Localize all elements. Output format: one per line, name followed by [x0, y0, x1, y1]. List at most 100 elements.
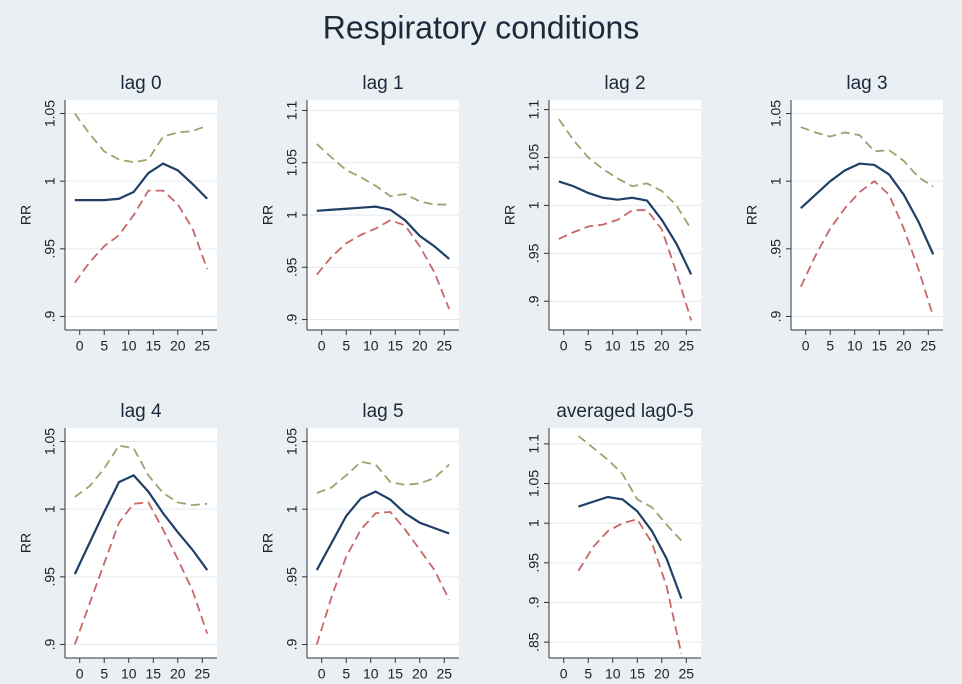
- y-tick-label: .9: [42, 638, 58, 650]
- x-tick-label: 20: [654, 666, 670, 682]
- y-tick-label: 1.1: [526, 100, 542, 120]
- series-line: [577, 435, 683, 542]
- plot-area: [307, 428, 459, 658]
- x-tick-label: 0: [318, 338, 326, 354]
- series-line: [315, 510, 450, 645]
- x-tick-label: 25: [195, 666, 211, 682]
- y-tick-label: 1: [284, 211, 300, 219]
- y-tick-label: 1.1: [526, 434, 542, 454]
- y-tick-label: .95: [526, 243, 542, 263]
- plot-area: [791, 100, 943, 330]
- x-tick-label: 10: [363, 338, 379, 354]
- y-axis-label: RR: [260, 205, 276, 225]
- figure-title: Respiratory conditions: [323, 9, 640, 45]
- x-tick-label: 5: [826, 338, 834, 354]
- x-tick-label: 0: [318, 666, 326, 682]
- series-line: [558, 118, 692, 230]
- y-tick-label: .95: [526, 553, 542, 573]
- x-tick-label: 15: [387, 338, 403, 354]
- x-tick-label: 10: [121, 338, 137, 354]
- x-tick-label: 0: [560, 666, 568, 682]
- y-tick-label: .95: [284, 567, 300, 587]
- y-tick-label: .85: [526, 632, 542, 652]
- series-line: [74, 113, 208, 164]
- y-axis-label: RR: [18, 533, 34, 553]
- y-axis-label: RR: [744, 205, 760, 225]
- panel-title: lag 2: [604, 73, 645, 94]
- y-tick-label: .95: [42, 239, 58, 259]
- series-line: [74, 162, 208, 202]
- x-tick-label: 5: [584, 338, 592, 354]
- x-tick-label: 10: [605, 666, 621, 682]
- y-tick-label: 1: [768, 177, 784, 185]
- panel-title: averaged lag0-5: [556, 401, 693, 422]
- y-tick-label: .9: [526, 596, 542, 608]
- x-tick-label: 5: [100, 666, 108, 682]
- x-tick-label: 20: [654, 338, 670, 354]
- panel-title: lag 1: [362, 73, 403, 94]
- x-tick-label: 10: [363, 666, 379, 682]
- y-tick-label: .95: [284, 257, 300, 277]
- x-tick-label: 5: [100, 338, 108, 354]
- series-line: [578, 495, 683, 599]
- y-tick-label: .9: [42, 310, 58, 322]
- series-line: [800, 162, 935, 255]
- series-line: [558, 180, 693, 275]
- x-tick-label: 20: [412, 666, 428, 682]
- y-tick-label: 1.05: [42, 428, 58, 455]
- series-line: [558, 209, 693, 321]
- x-tick-label: 0: [76, 666, 84, 682]
- x-tick-label: 15: [145, 666, 161, 682]
- x-tick-label: 15: [145, 338, 161, 354]
- x-tick-label: 20: [412, 338, 428, 354]
- y-tick-label: .9: [284, 313, 300, 325]
- x-tick-label: 10: [605, 338, 621, 354]
- y-tick-label: .95: [42, 567, 58, 587]
- x-tick-label: 20: [170, 338, 186, 354]
- y-tick-label: 1: [42, 505, 58, 513]
- series-line: [74, 189, 209, 284]
- series-line: [316, 219, 451, 310]
- y-tick-label: 1.05: [526, 144, 542, 171]
- x-tick-label: 25: [679, 666, 695, 682]
- x-tick-label: 0: [76, 338, 84, 354]
- y-tick-label: 1.05: [42, 100, 58, 127]
- series-line: [800, 126, 934, 188]
- y-tick-label: .9: [526, 295, 542, 307]
- y-tick-label: 1: [526, 201, 542, 209]
- y-tick-label: 1.05: [526, 470, 542, 497]
- y-tick-label: 1.05: [768, 100, 784, 127]
- x-tick-label: 25: [437, 338, 453, 354]
- panel-title: lag 3: [846, 73, 887, 94]
- series-line: [73, 501, 209, 645]
- x-tick-label: 10: [847, 338, 863, 354]
- y-axis-label: RR: [260, 533, 276, 553]
- series-line: [316, 460, 450, 494]
- x-tick-label: 15: [629, 666, 645, 682]
- series-line: [315, 490, 450, 571]
- x-tick-label: 25: [195, 338, 211, 354]
- series-line: [73, 474, 209, 575]
- y-axis-label: RR: [502, 205, 518, 225]
- x-tick-label: 5: [342, 666, 350, 682]
- x-tick-label: 20: [896, 338, 912, 354]
- y-tick-label: 1: [42, 177, 58, 185]
- x-tick-label: 5: [342, 338, 350, 354]
- x-tick-label: 20: [170, 666, 186, 682]
- series-line: [799, 180, 935, 317]
- y-tick-label: 1.05: [284, 149, 300, 176]
- y-tick-label: 1.1: [284, 101, 300, 121]
- series-line: [316, 143, 450, 206]
- x-tick-label: 15: [629, 338, 645, 354]
- panel-title: lag 4: [120, 401, 162, 422]
- x-tick-label: 0: [560, 338, 568, 354]
- series-line: [577, 518, 683, 655]
- series-line: [74, 444, 208, 507]
- x-tick-label: 10: [121, 666, 137, 682]
- panel-title: lag 5: [362, 401, 403, 422]
- x-tick-label: 25: [679, 338, 695, 354]
- y-axis-label: RR: [18, 205, 34, 225]
- x-tick-label: 15: [871, 338, 887, 354]
